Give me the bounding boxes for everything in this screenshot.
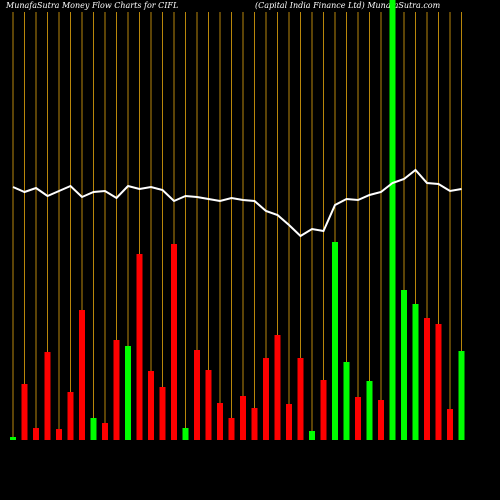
bar bbox=[67, 392, 74, 440]
bar bbox=[412, 304, 419, 440]
bar bbox=[159, 387, 166, 440]
bar bbox=[113, 340, 120, 440]
bar bbox=[102, 423, 108, 440]
bar bbox=[251, 408, 258, 440]
bar bbox=[10, 437, 16, 440]
bar bbox=[125, 346, 131, 440]
bar bbox=[182, 428, 189, 440]
bar bbox=[389, 0, 396, 440]
bar bbox=[332, 242, 338, 440]
bar bbox=[217, 403, 223, 440]
bar bbox=[401, 290, 407, 440]
bar bbox=[21, 384, 28, 440]
bar bbox=[297, 358, 304, 440]
bar bbox=[309, 431, 315, 440]
bar bbox=[79, 310, 85, 440]
bar bbox=[171, 244, 177, 440]
bar bbox=[378, 400, 384, 440]
chart-title: MunafaSutra Money Flow Charts for CIFL bbox=[5, 1, 178, 10]
bar bbox=[355, 397, 361, 440]
bar bbox=[33, 428, 39, 440]
bar bbox=[228, 418, 235, 440]
chart-subtitle: (Capital India Finance Ltd) MunafaSutra.… bbox=[255, 1, 441, 10]
bar bbox=[435, 324, 442, 440]
bar bbox=[56, 429, 62, 440]
bar bbox=[90, 418, 97, 440]
bar bbox=[194, 350, 200, 440]
money-flow-line bbox=[12, 168, 462, 238]
bar bbox=[263, 358, 269, 440]
bar bbox=[447, 409, 453, 440]
bar bbox=[424, 318, 430, 440]
bar bbox=[274, 335, 281, 440]
bar bbox=[320, 380, 327, 440]
bar bbox=[148, 371, 154, 440]
bar bbox=[458, 351, 465, 440]
bar bbox=[136, 254, 143, 440]
bar bbox=[44, 352, 51, 440]
bar bbox=[205, 370, 212, 440]
bar bbox=[286, 404, 292, 440]
bar bbox=[240, 396, 246, 440]
bar bbox=[343, 362, 350, 440]
bar bbox=[366, 381, 373, 440]
